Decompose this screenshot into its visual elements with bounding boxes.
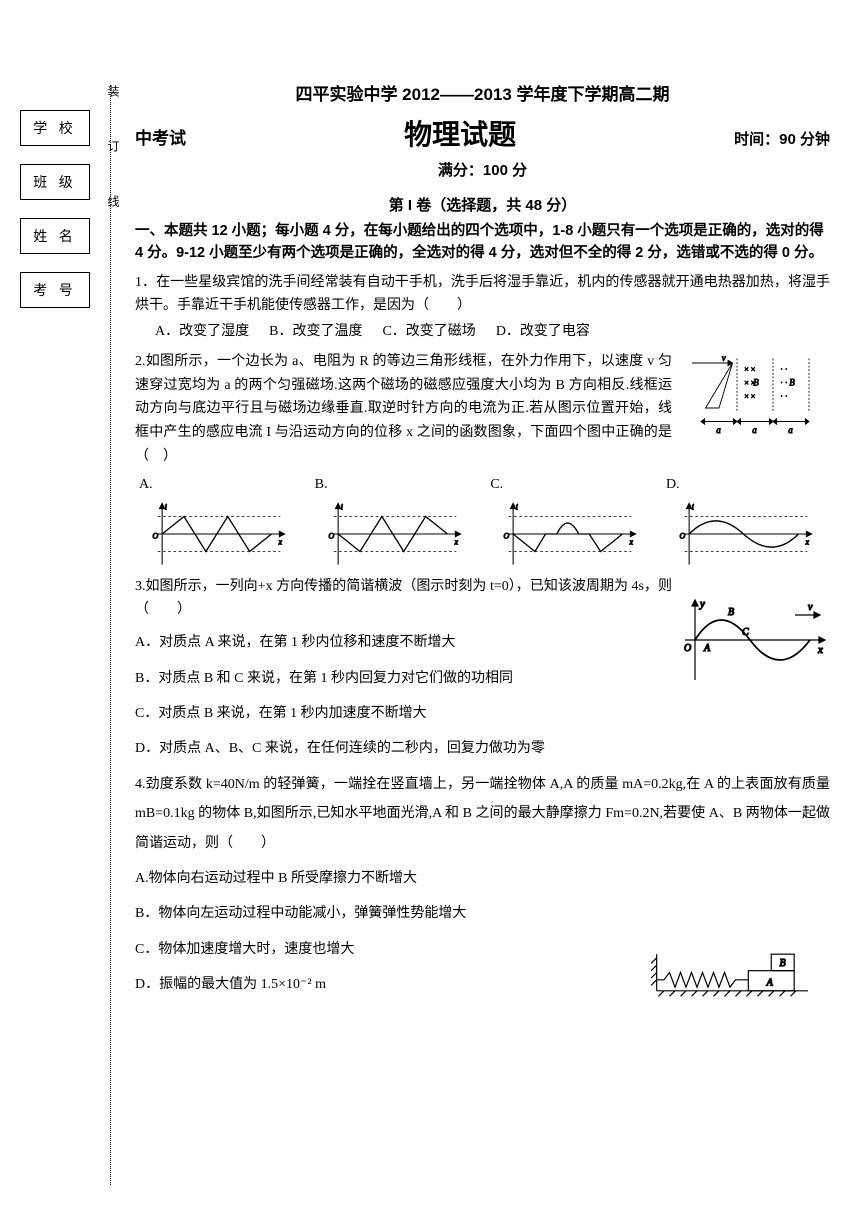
svg-text:· ·: · · <box>780 392 787 401</box>
q1-opt-c: C．改变了磁场 <box>382 320 475 344</box>
q4-text: 4.劲度系数 k=40N/m 的轻弹簧，一端拴在竖直墙上，另一端拴物体 A,A … <box>135 770 830 858</box>
q3-opt-d: D．对质点 A、B、C 来说，在任何连续的二秒内，回复力做功为零 <box>135 734 830 763</box>
question-3: 3.如图所示，一列向+x 方向传播的简谐横波（图示时刻为 t=0），已知该波周期… <box>135 575 830 764</box>
svg-text:v: v <box>808 602 813 613</box>
q4-opt-b: B．物体向左运动过程中动能减小，弹簧弹性势能增大 <box>135 899 830 928</box>
q1-opt-d: D．改变了电容 <box>496 320 590 344</box>
q2-label-b: B. <box>315 473 475 497</box>
title-row: 中考试 物理试题 时间：90 分钟 <box>135 113 830 153</box>
q1-opt-b: B．改变了温度 <box>269 320 362 344</box>
svg-text:× ×: × × <box>744 392 755 401</box>
svg-text:x: x <box>278 537 283 546</box>
svg-text:B: B <box>753 377 759 387</box>
svg-text:B: B <box>789 377 795 387</box>
svg-text:O: O <box>328 531 334 540</box>
question-4: 4.劲度系数 k=40N/m 的轻弹簧，一端拴在竖直墙上，另一端拴物体 A,A … <box>135 770 830 1000</box>
number-box: 考 号 <box>20 272 90 308</box>
q2-text: 2.如图所示，一个边长为 a、电阻为 R 的等边三角形线框，在外力作用下，以速度… <box>135 350 672 469</box>
q3-opt-c: C．对质点 B 来说，在第 1 秒内加速度不断增大 <box>135 699 830 728</box>
svg-text:i: i <box>340 502 342 511</box>
q1-options: A．改变了湿度 B．改变了温度 C．改变了磁场 D．改变了电容 <box>135 320 830 344</box>
svg-text:a: a <box>788 425 793 435</box>
subject-title: 物理试题 <box>186 113 734 153</box>
student-info-sidebar: 学 校 班 级 姓 名 考 号 <box>20 110 90 326</box>
midexam-text: 中考试 <box>135 124 186 149</box>
q3-text-block: 3.如图所示，一列向+x 方向传播的简谐横波（图示时刻为 t=0），已知该波周期… <box>135 575 672 693</box>
svg-text:B: B <box>728 607 734 618</box>
q3-wave-figure: x y O A B C v <box>680 595 830 693</box>
full-score: 满分：100 分 <box>135 159 830 180</box>
svg-text:x: x <box>629 537 634 546</box>
q4-spring-figure: A B <box>640 945 820 1000</box>
svg-text:O: O <box>504 531 510 540</box>
class-box: 班 级 <box>20 164 90 200</box>
svg-text:x: x <box>817 644 823 656</box>
q3-text: 3.如图所示，一列向+x 方向传播的简谐横波（图示时刻为 t=0），已知该波周期… <box>135 575 672 623</box>
main-content: 四平实验中学 2012——2013 学年度下学期高二期 中考试 物理试题 时间：… <box>135 80 830 1000</box>
q1-opt-a: A．改变了湿度 <box>155 320 249 344</box>
q2-setup-figure: v × × × × × × B · · · · · · B <box>680 354 830 469</box>
q2-label-c: C. <box>490 473 650 497</box>
svg-text:i: i <box>165 502 167 511</box>
svg-text:A: A <box>766 977 774 988</box>
q2-graph-c: C. O i x <box>490 473 650 569</box>
school-box: 学 校 <box>20 110 90 146</box>
svg-text:x: x <box>453 537 458 546</box>
svg-text:A: A <box>703 643 711 654</box>
q2-label-a: A. <box>139 473 299 497</box>
svg-text:B: B <box>780 958 786 969</box>
question-1: 1．在一些星级宾馆的洗手间经常装有自动干手机，洗手后将湿手靠近，机内的传感器就开… <box>135 271 830 344</box>
svg-text:i: i <box>692 502 694 511</box>
svg-text:O: O <box>684 643 691 654</box>
name-box: 姓 名 <box>20 218 90 254</box>
svg-text:O: O <box>679 531 685 540</box>
svg-text:C: C <box>742 627 749 638</box>
svg-text:a: a <box>752 425 757 435</box>
svg-text:a: a <box>716 425 721 435</box>
time-info: 时间：90 分钟 <box>734 128 830 149</box>
school-year-title: 四平实验中学 2012——2013 学年度下学期高二期 <box>135 80 830 105</box>
q3-opt-b: B．对质点 B 和 C 来说，在第 1 秒内回复力对它们做的功相同 <box>135 664 672 693</box>
svg-text:v: v <box>722 354 726 363</box>
svg-text:y: y <box>699 598 705 610</box>
q2-graph-d: D. O i x <box>666 473 826 569</box>
svg-text:O: O <box>153 531 159 540</box>
svg-text:× ×: × × <box>744 365 755 374</box>
q2-graph-a: A. O i x <box>139 473 299 569</box>
q2-graph-b: B. O i x <box>315 473 475 569</box>
section1-instructions: 一、本题共 12 小题；每小题 4 分，在每小题给出的四个选项中，1-8 小题只… <box>135 221 830 265</box>
binding-text: 装 订 线 <box>105 85 122 685</box>
q4-opt-a: A.物体向右运动过程中 B 所受摩擦力不断增大 <box>135 864 830 893</box>
svg-text:· ·: · · <box>780 378 787 387</box>
svg-text:· ·: · · <box>780 365 787 374</box>
question-2: 2.如图所示，一个边长为 a、电阻为 R 的等边三角形线框，在外力作用下，以速度… <box>135 350 830 569</box>
q2-label-d: D. <box>666 473 826 497</box>
section1-title: 第 I 卷（选择题，共 48 分） <box>135 194 830 215</box>
q3-opt-a: A．对质点 A 来说，在第 1 秒内位移和速度不断增大 <box>135 628 672 657</box>
q1-text: 1．在一些星级宾馆的洗手间经常装有自动干手机，洗手后将湿手靠近，机内的传感器就开… <box>135 271 830 319</box>
q2-graph-options: A. O i x B. <box>135 473 830 569</box>
svg-text:x: x <box>804 537 809 546</box>
svg-text:i: i <box>516 502 518 511</box>
